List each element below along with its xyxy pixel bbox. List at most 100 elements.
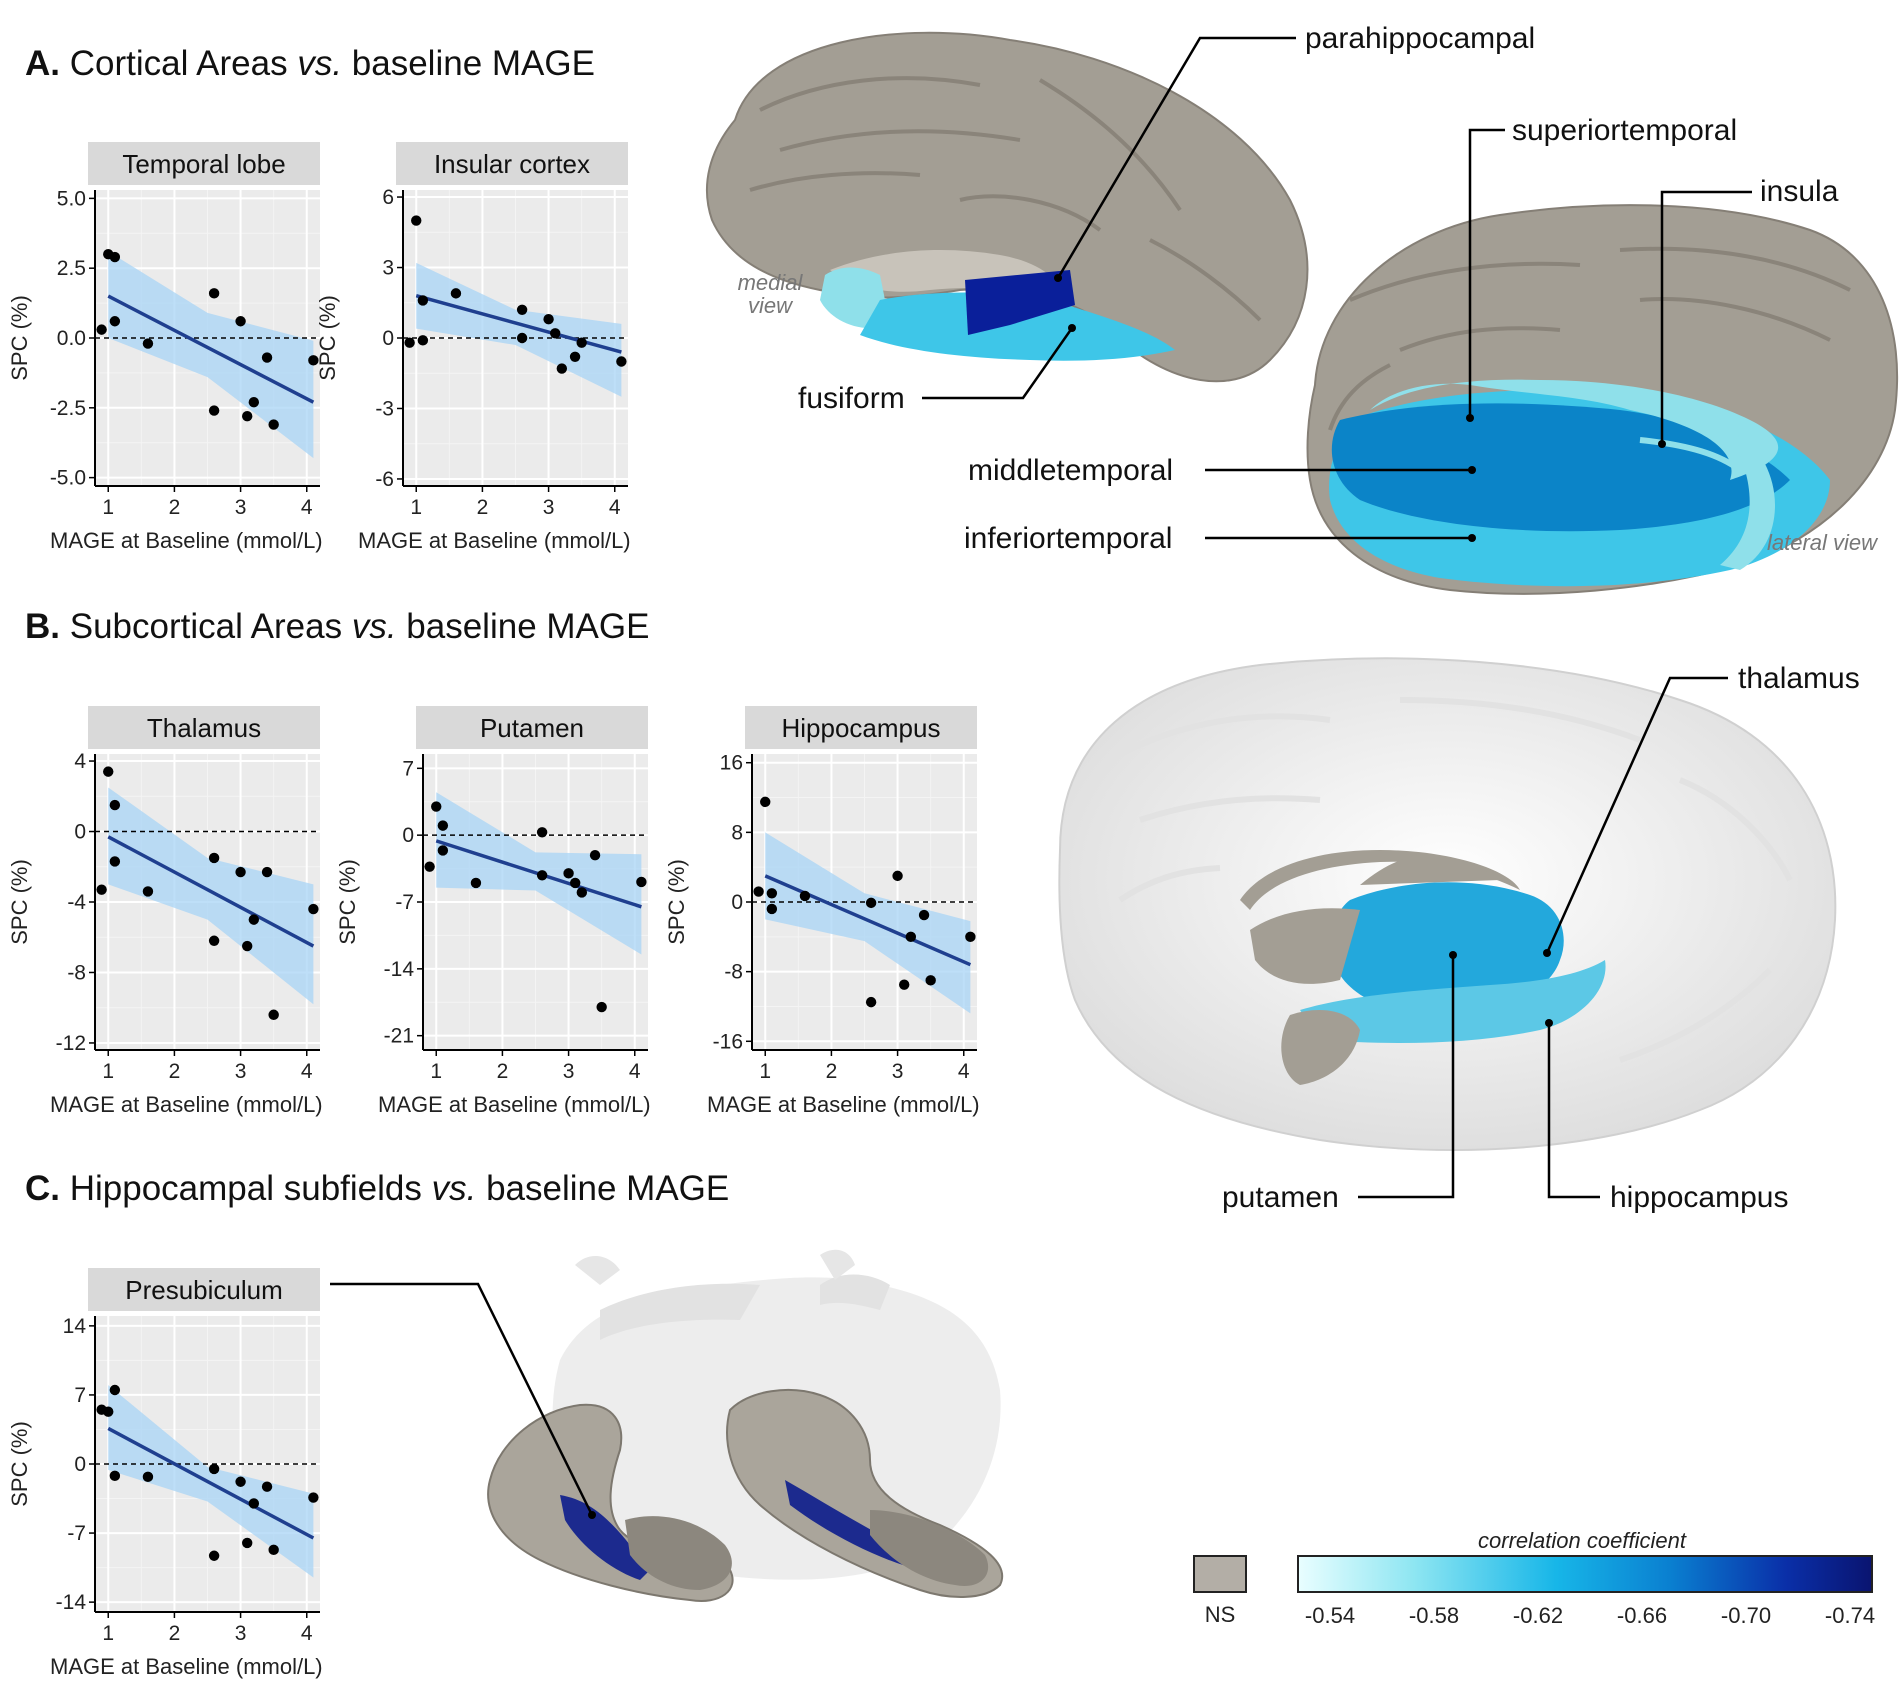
medial-view-line1: medial <box>738 270 804 295</box>
y-tick-label: -6 <box>375 468 394 491</box>
x-tick-label: 4 <box>629 1060 641 1083</box>
data-point <box>109 316 121 327</box>
x-tick-label: 4 <box>301 496 313 519</box>
y-tick-label: 16 <box>720 752 743 775</box>
data-point <box>437 845 449 856</box>
y-tick-label: -8 <box>724 961 743 984</box>
data-point <box>516 304 528 316</box>
x-tick-label: 1 <box>410 496 422 519</box>
y-tick-label: 0 <box>74 1453 86 1476</box>
regression-line <box>107 1426 315 1540</box>
data-point <box>918 909 930 921</box>
y-axis-label: SPC (%) <box>7 1421 32 1507</box>
x-tick-label: 2 <box>497 1060 509 1083</box>
data-point <box>589 850 601 861</box>
data-point <box>925 975 936 986</box>
x-axis-label: MAGE at Baseline (mmol/L) <box>358 528 631 553</box>
data-point <box>248 914 260 925</box>
data-point <box>208 935 220 946</box>
subcortical-callouts: thalamus putamen hippocampus <box>1222 662 1860 1214</box>
data-point <box>109 1384 121 1396</box>
data-point <box>235 866 246 878</box>
confidence-band <box>416 262 622 397</box>
data-point <box>268 1544 279 1556</box>
facet-strip <box>88 1268 320 1311</box>
data-point <box>109 856 121 867</box>
data-point <box>109 1470 121 1482</box>
y-tick-label: -4 <box>67 891 86 914</box>
callout-insula: insula <box>1760 175 1839 208</box>
callout-middletemporal: middletemporal <box>968 454 1173 487</box>
section-b-title: B. Subcortical Areas vs. baseline MAGE <box>25 607 649 646</box>
y-tick-label: -7 <box>67 1522 86 1545</box>
y-tick-label: -16 <box>713 1030 743 1053</box>
data-point <box>142 338 154 349</box>
data-point <box>799 890 811 902</box>
data-point <box>570 877 581 889</box>
callout-parahippocampal: parahippocampal <box>1305 22 1535 55</box>
y-tick-label: -21 <box>384 1025 414 1048</box>
x-tick-label: 3 <box>543 496 555 519</box>
x-tick-label: 3 <box>235 1060 247 1083</box>
facet-title: Putamen <box>480 713 584 743</box>
y-tick-label: 0.0 <box>57 327 86 350</box>
data-point <box>268 1009 279 1020</box>
y-tick-label: 7 <box>402 757 414 780</box>
colorbar-tick-label: -0.62 <box>1513 1603 1563 1628</box>
chart-hippocampus: Hippocampus 16 8 0 -8 -16 1 2 3 4 MAGE at Baseline… <box>664 706 980 1117</box>
data-point <box>248 1498 260 1509</box>
medial-view-line2: view <box>748 293 794 318</box>
chart-insular-cortex: Insular cortex 6 3 0 -3 -6 1 2 3 4 MAGE at Baselin… <box>315 142 631 553</box>
facet-strip <box>416 706 648 749</box>
colorbar-ticks: -0.54 -0.58 -0.62 -0.66 -0.70 -0.74 <box>1305 1603 1875 1628</box>
data-point <box>563 868 574 879</box>
y-tick-label: -14 <box>384 958 415 981</box>
hippocampal-subfields-render <box>487 1249 1004 1602</box>
facet-title: Thalamus <box>147 713 261 743</box>
data-point <box>208 1463 220 1475</box>
data-point <box>261 866 273 878</box>
colorbar-tick-label: -0.70 <box>1721 1603 1771 1628</box>
data-point <box>766 903 778 915</box>
y-tick-label: -2.5 <box>50 397 86 420</box>
data-point <box>208 405 220 416</box>
data-point <box>103 766 114 777</box>
facet-strip <box>88 142 320 185</box>
x-tick-label: 1 <box>102 1622 114 1645</box>
lateral-view-label: lateral view <box>1767 530 1879 555</box>
x-tick-label: 2 <box>477 496 489 519</box>
x-axis-label: MAGE at Baseline (mmol/L) <box>50 1654 323 1679</box>
y-axis-label: SPC (%) <box>7 295 32 381</box>
data-point <box>899 979 910 990</box>
facet-strip <box>396 142 628 185</box>
data-point <box>536 827 548 838</box>
data-point <box>142 886 154 897</box>
y-tick-label: 5.0 <box>57 187 86 210</box>
x-tick-label: 4 <box>301 1060 313 1083</box>
x-axis-label: MAGE at Baseline (mmol/L) <box>50 528 323 553</box>
data-point <box>268 419 279 430</box>
x-tick-label: 3 <box>235 1622 247 1645</box>
data-point <box>417 335 429 346</box>
x-tick-label: 4 <box>301 1622 313 1645</box>
chart-presubiculum: Presubiculum 14 7 0 -7 -14 1 2 3 4 MAGE at Baselin… <box>7 1268 323 1679</box>
data-point <box>208 288 220 299</box>
colorbar-tick-label: -0.54 <box>1305 1603 1355 1628</box>
facet-title: Temporal lobe <box>122 149 285 179</box>
data-point <box>261 1481 273 1492</box>
y-tick-label: 0 <box>74 821 86 844</box>
y-tick-label: 3 <box>382 257 394 280</box>
data-point <box>543 314 554 325</box>
regression-line <box>107 294 315 404</box>
x-tick-label: 1 <box>759 1060 771 1083</box>
data-point <box>431 801 442 812</box>
y-tick-label: 7 <box>74 1384 86 1407</box>
data-point <box>208 852 220 864</box>
data-point <box>760 796 771 808</box>
data-point <box>242 940 253 952</box>
chart-thalamus: Thalamus 4 0 -4 -8 -12 1 2 3 4 MAGE at Baseline (m… <box>7 706 323 1117</box>
x-tick-label: 2 <box>169 496 181 519</box>
facet-strip <box>745 706 977 749</box>
confidence-band <box>108 787 314 1005</box>
